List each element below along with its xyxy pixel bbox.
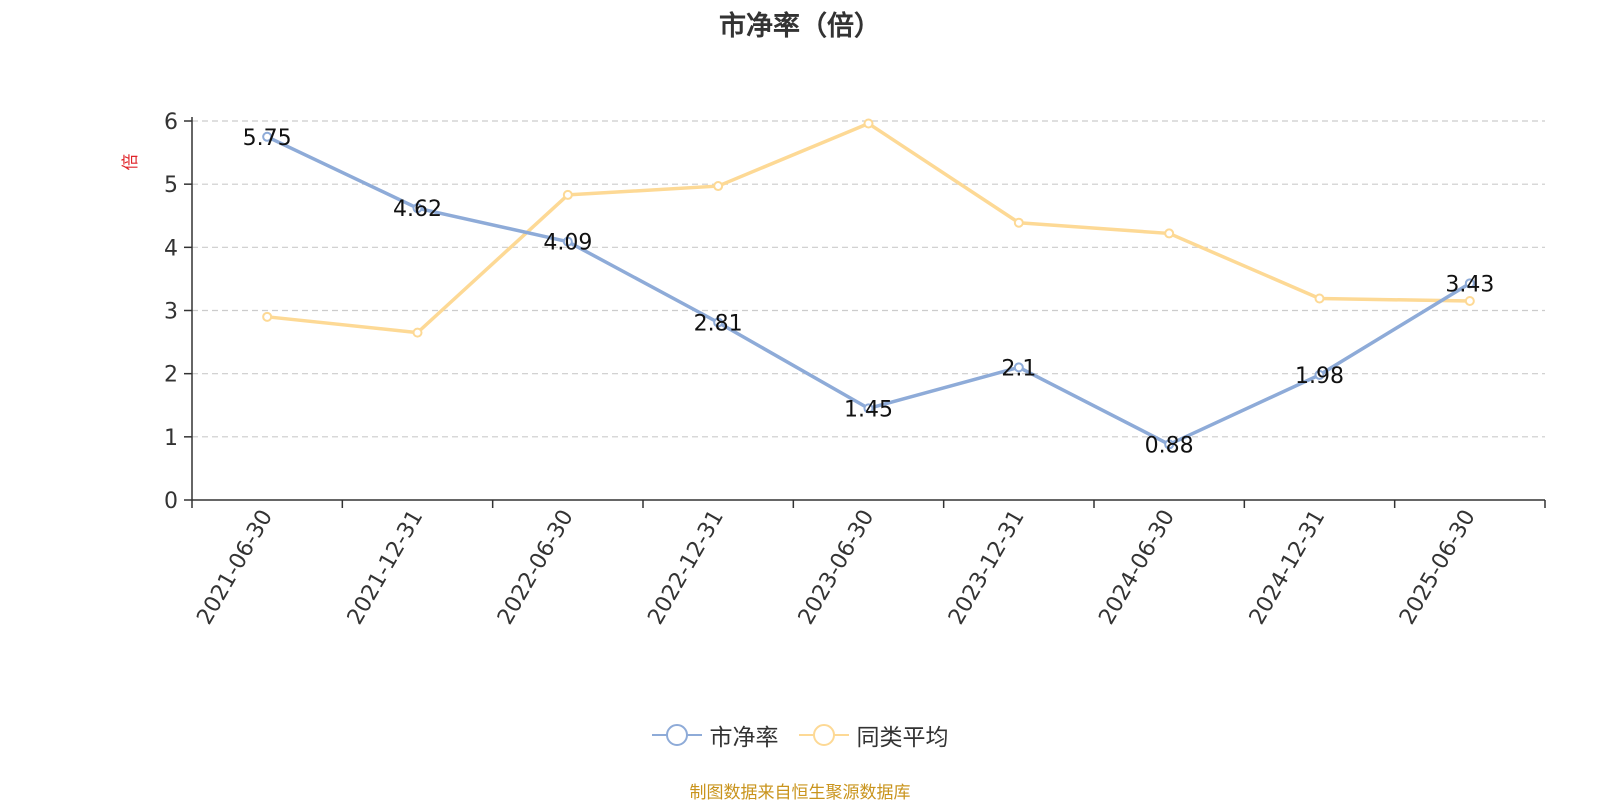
data-point <box>562 189 573 200</box>
data-label: 2.81 <box>694 312 743 337</box>
x-tick-label: 2022-06-30 <box>493 506 579 629</box>
data-point <box>1464 296 1475 307</box>
x-tick-label: 2025-06-30 <box>1395 506 1481 629</box>
legend-label-peer-average: 同类平均 <box>856 725 949 751</box>
data-point <box>1464 278 1475 289</box>
data-label: 4.09 <box>543 231 592 256</box>
legend: 市净率 同类平均 <box>0 718 1600 752</box>
data-point <box>1314 369 1325 380</box>
data-label: 4.62 <box>393 197 442 222</box>
y-tick-label: 0 <box>164 489 178 514</box>
y-axis-label: 倍 <box>121 154 141 171</box>
x-tick-label: 2024-06-30 <box>1094 506 1180 629</box>
data-label: 1.98 <box>1295 364 1344 389</box>
data-point <box>713 317 724 328</box>
source-note: 制图数据来自恒生聚源数据库 <box>689 783 911 803</box>
data-label: 2.1 <box>1001 356 1036 381</box>
data-point <box>412 203 423 214</box>
data-point <box>1013 362 1024 373</box>
data-point <box>562 236 573 247</box>
data-point <box>1013 217 1024 228</box>
data-point <box>1164 228 1175 239</box>
x-tick-label: 2021-12-31 <box>343 506 429 629</box>
data-label: 1.45 <box>844 397 893 422</box>
y-tick-label: 1 <box>164 426 178 451</box>
legend-marker-peer-average <box>798 724 849 746</box>
x-tick-label: 2024-12-31 <box>1245 506 1331 629</box>
data-point <box>713 181 724 192</box>
legend-item-pb[interactable]: 市净率 <box>651 718 779 752</box>
x-tick-label: 2023-06-30 <box>794 506 880 629</box>
data-label: 0.88 <box>1145 433 1194 458</box>
series-layer <box>262 118 1475 450</box>
series-line <box>266 121 1470 335</box>
data-point <box>863 403 874 414</box>
x-tick-label: 2023-12-31 <box>944 506 1030 629</box>
x-tick-label: 2021-06-30 <box>192 506 278 629</box>
legend-label-pb: 市净率 <box>709 725 779 751</box>
data-point <box>262 131 273 142</box>
data-point <box>863 118 874 129</box>
y-tick-label: 4 <box>164 236 178 261</box>
data-label: 3.43 <box>1445 272 1494 297</box>
y-tick-label: 3 <box>164 300 178 325</box>
chart-title: 市净率（倍） <box>719 11 881 42</box>
y-tick-label: 5 <box>164 173 178 198</box>
data-point <box>412 327 423 338</box>
legend-item-peer-average[interactable]: 同类平均 <box>798 718 949 752</box>
legend-marker-pb <box>651 724 702 746</box>
data-point <box>1314 293 1325 304</box>
data-point <box>1164 439 1175 450</box>
grid-layer <box>192 120 1545 438</box>
data-label: 5.75 <box>243 126 292 151</box>
y-tick-label: 2 <box>164 363 178 388</box>
data-point <box>262 311 273 322</box>
label-layer: 5.75 4.62 4.09 2.81 1.45 2.1 0.88 1.98 3.43 <box>243 126 1495 459</box>
y-tick-label: 6 <box>164 110 178 135</box>
x-tick-label: 2022-12-31 <box>643 506 729 629</box>
